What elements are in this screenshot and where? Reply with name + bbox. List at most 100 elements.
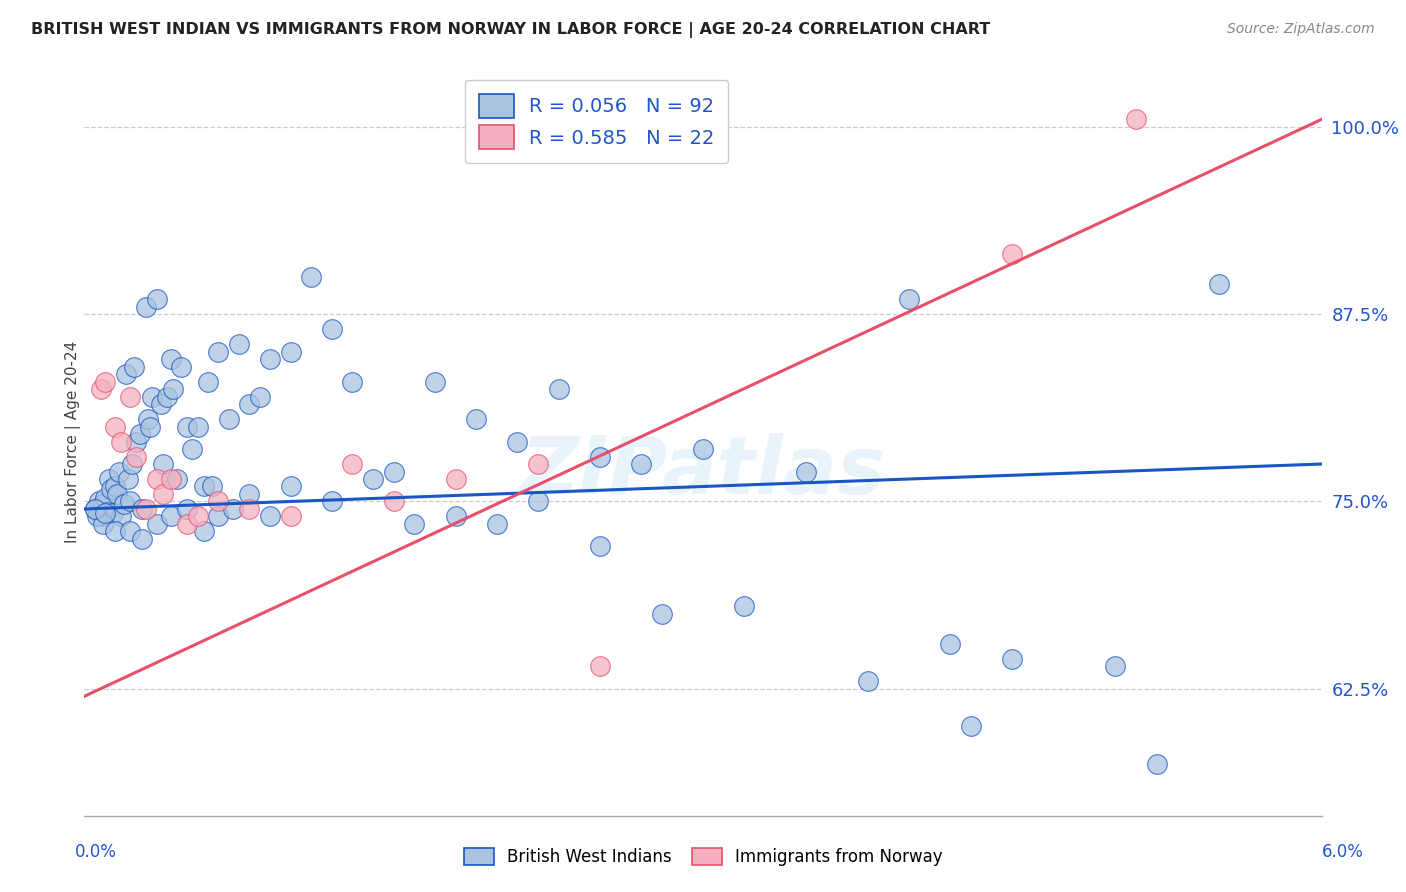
Point — [856, 674, 879, 689]
Point — [91, 498, 114, 512]
Point — [139, 419, 162, 434]
Point — [131, 502, 153, 516]
Point — [149, 397, 172, 411]
Point — [136, 412, 159, 426]
Point — [589, 450, 612, 464]
Point — [94, 491, 117, 506]
Point — [145, 516, 167, 531]
Point — [94, 375, 117, 389]
Point — [125, 450, 148, 464]
Point — [160, 472, 183, 486]
Point — [112, 498, 135, 512]
Point — [444, 472, 467, 486]
Point — [135, 300, 157, 314]
Point — [118, 390, 141, 404]
Point — [228, 337, 250, 351]
Point — [423, 375, 446, 389]
Point — [91, 516, 114, 531]
Point — [280, 509, 302, 524]
Point — [193, 479, 215, 493]
Point — [141, 390, 163, 404]
Point — [361, 472, 384, 486]
Point — [90, 509, 112, 524]
Point — [118, 494, 141, 508]
Point — [321, 322, 343, 336]
Point — [259, 509, 281, 524]
Point — [651, 607, 673, 621]
Point — [207, 344, 229, 359]
Point — [1208, 277, 1230, 292]
Point — [103, 507, 125, 521]
Point — [238, 487, 260, 501]
Point — [187, 509, 209, 524]
Point — [131, 532, 153, 546]
Point — [589, 540, 612, 554]
Point — [201, 479, 224, 493]
Point — [465, 412, 488, 426]
Point — [382, 494, 405, 508]
Point — [547, 382, 569, 396]
Point — [125, 434, 148, 449]
Point — [1001, 247, 1024, 261]
Point — [122, 359, 145, 374]
Point — [342, 375, 364, 389]
Point — [110, 509, 132, 524]
Legend: R = 0.056   N = 92, R = 0.585   N = 22: R = 0.056 N = 92, R = 0.585 N = 22 — [465, 80, 728, 163]
Point — [104, 524, 127, 539]
Point — [135, 502, 157, 516]
Point — [160, 509, 183, 524]
Point — [1104, 659, 1126, 673]
Point — [176, 502, 198, 516]
Point — [218, 412, 240, 426]
Point — [145, 292, 167, 306]
Point — [299, 269, 322, 284]
Point — [485, 516, 508, 531]
Point — [1001, 652, 1024, 666]
Point — [187, 419, 209, 434]
Point — [118, 524, 141, 539]
Point — [630, 457, 652, 471]
Point — [527, 457, 550, 471]
Point — [342, 457, 364, 471]
Point — [108, 465, 131, 479]
Point — [160, 352, 183, 367]
Point — [589, 659, 612, 673]
Point — [197, 375, 219, 389]
Point — [238, 397, 260, 411]
Point — [176, 419, 198, 434]
Point — [733, 599, 755, 614]
Point — [280, 344, 302, 359]
Point — [939, 637, 962, 651]
Point — [238, 502, 260, 516]
Point — [527, 494, 550, 508]
Point — [96, 505, 118, 519]
Point — [145, 472, 167, 486]
Point — [692, 442, 714, 456]
Point — [960, 719, 983, 733]
Text: Source: ZipAtlas.com: Source: ZipAtlas.com — [1227, 22, 1375, 37]
Y-axis label: In Labor Force | Age 20-24: In Labor Force | Age 20-24 — [65, 341, 82, 542]
Point — [898, 292, 921, 306]
Point — [259, 352, 281, 367]
Point — [382, 465, 405, 479]
Point — [506, 434, 529, 449]
Point — [86, 509, 108, 524]
Point — [114, 367, 136, 381]
Point — [156, 390, 179, 404]
Point — [105, 487, 128, 501]
Point — [1125, 112, 1147, 127]
Point — [404, 516, 426, 531]
Point — [162, 382, 184, 396]
Legend: British West Indians, Immigrants from Norway: British West Indians, Immigrants from No… — [457, 841, 949, 873]
Text: 0.0%: 0.0% — [75, 843, 117, 861]
Point — [207, 494, 229, 508]
Point — [104, 419, 127, 434]
Point — [110, 434, 132, 449]
Point — [87, 494, 110, 508]
Point — [98, 472, 121, 486]
Point — [207, 509, 229, 524]
Point — [1146, 756, 1168, 771]
Point — [104, 479, 127, 493]
Point — [117, 472, 139, 486]
Point — [83, 502, 105, 516]
